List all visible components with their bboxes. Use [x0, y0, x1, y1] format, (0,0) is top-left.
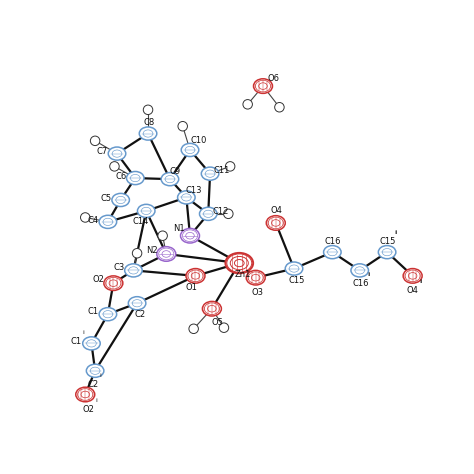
Text: C15: C15: [289, 276, 305, 285]
Text: C2: C2: [135, 310, 146, 319]
Circle shape: [132, 248, 142, 258]
Ellipse shape: [226, 253, 253, 273]
Text: Zn1: Zn1: [235, 270, 251, 279]
Text: ii: ii: [419, 279, 423, 284]
Text: C8: C8: [143, 118, 155, 127]
Circle shape: [274, 102, 284, 112]
Text: C2: C2: [88, 380, 99, 389]
Ellipse shape: [178, 191, 195, 204]
Ellipse shape: [99, 215, 117, 228]
Circle shape: [81, 213, 90, 222]
Circle shape: [243, 100, 253, 109]
Ellipse shape: [202, 301, 221, 316]
Circle shape: [143, 105, 153, 115]
Ellipse shape: [161, 173, 179, 186]
Text: C9: C9: [170, 167, 181, 176]
Text: C15: C15: [380, 237, 396, 246]
Ellipse shape: [125, 264, 142, 277]
Ellipse shape: [76, 387, 95, 402]
Text: C10: C10: [191, 137, 207, 146]
Ellipse shape: [181, 143, 199, 156]
Ellipse shape: [186, 269, 205, 283]
Circle shape: [109, 162, 119, 171]
Ellipse shape: [266, 216, 285, 230]
Ellipse shape: [128, 297, 146, 310]
Text: O2: O2: [83, 405, 95, 414]
Text: C1: C1: [88, 307, 99, 316]
Ellipse shape: [127, 172, 144, 185]
Text: O4: O4: [407, 286, 419, 295]
Ellipse shape: [201, 167, 219, 180]
Text: C1: C1: [71, 337, 82, 346]
Circle shape: [158, 231, 167, 240]
Text: O1: O1: [185, 283, 197, 292]
Ellipse shape: [139, 127, 157, 140]
Circle shape: [219, 323, 228, 332]
Text: C11: C11: [214, 166, 230, 175]
Ellipse shape: [200, 207, 217, 220]
Ellipse shape: [99, 308, 117, 321]
Ellipse shape: [254, 79, 273, 93]
Text: C3: C3: [113, 263, 125, 272]
Circle shape: [91, 136, 100, 146]
Text: C6: C6: [115, 172, 126, 181]
Text: C16: C16: [352, 279, 369, 288]
Ellipse shape: [246, 270, 265, 285]
Ellipse shape: [104, 276, 123, 291]
Text: i: i: [95, 398, 97, 402]
Circle shape: [224, 209, 233, 219]
Ellipse shape: [82, 337, 100, 350]
Text: C7: C7: [97, 147, 108, 156]
Text: i: i: [82, 330, 84, 335]
Ellipse shape: [181, 228, 200, 243]
Text: C5: C5: [100, 193, 111, 202]
Text: C12: C12: [213, 208, 229, 217]
Ellipse shape: [351, 264, 368, 277]
Text: O3: O3: [252, 288, 264, 297]
Text: C4: C4: [88, 216, 99, 225]
Ellipse shape: [285, 262, 303, 275]
Circle shape: [189, 324, 199, 334]
Text: O2: O2: [93, 275, 105, 284]
Ellipse shape: [112, 193, 129, 207]
Ellipse shape: [157, 246, 176, 261]
Ellipse shape: [378, 246, 396, 259]
Ellipse shape: [86, 364, 104, 377]
Text: ii: ii: [367, 272, 371, 277]
Ellipse shape: [324, 246, 341, 259]
Ellipse shape: [403, 269, 422, 283]
Circle shape: [226, 162, 235, 171]
Text: ii: ii: [394, 229, 398, 235]
Text: O5: O5: [211, 318, 223, 327]
Text: O6: O6: [268, 74, 280, 83]
Text: C13: C13: [185, 186, 202, 195]
Text: N2: N2: [146, 246, 158, 255]
Text: i: i: [100, 373, 101, 378]
Text: C16: C16: [325, 237, 341, 246]
Text: N1: N1: [173, 224, 185, 233]
Circle shape: [178, 121, 187, 131]
Text: C14: C14: [133, 218, 149, 227]
Ellipse shape: [108, 147, 126, 160]
Ellipse shape: [137, 204, 155, 218]
Text: O4: O4: [271, 206, 283, 215]
